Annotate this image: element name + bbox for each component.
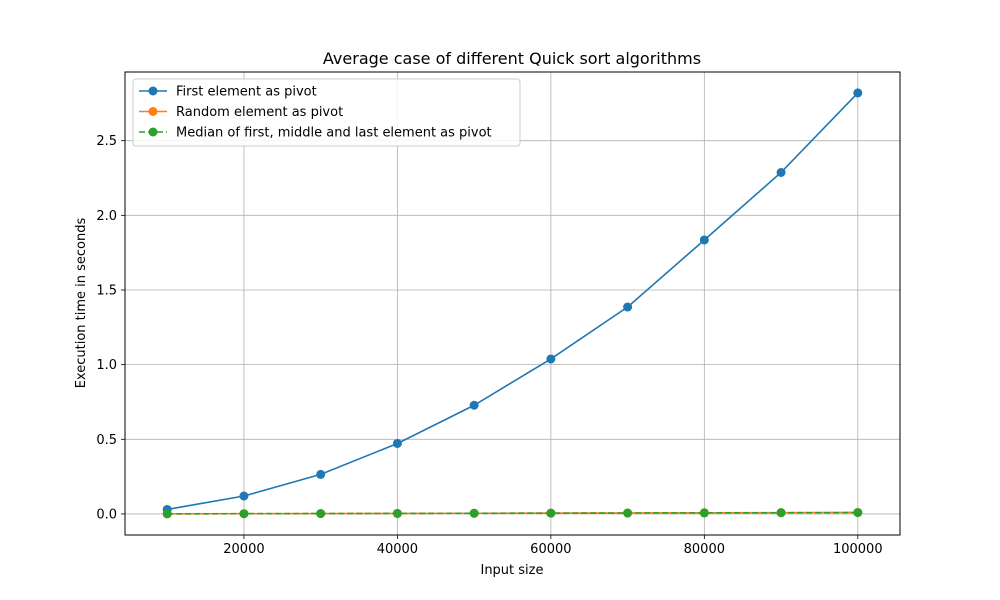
plot-frame [124,71,901,536]
y-tick-label: 2.0 [96,209,117,224]
data-point-first-pivot [546,354,556,364]
y-tick-label: 0.0 [96,507,117,522]
data-point-median-pivot [546,508,556,518]
legend-box [132,78,521,147]
series-line-first-pivot [167,92,859,511]
x-axis-ticks: 20000 40000 60000 80000 100000 [223,535,883,557]
legend-entry-median-pivot: Median of first, middle and last element… [139,126,492,141]
y-axis-ticks: 0.0 0.5 1.0 1.5 2.0 2.5 [96,134,125,522]
data-point-first-pivot [392,438,402,448]
x-tick-label: 100000 [833,542,883,557]
legend: First element as pivot Random element as… [132,78,521,147]
legend-marker-median-pivot [148,127,158,137]
legend-label-median-pivot: Median of first, middle and last element… [176,126,492,141]
data-point-first-pivot [699,235,709,245]
y-tick-label: 2.5 [96,134,117,149]
data-point-median-pivot [392,508,402,518]
data-point-median-pivot [623,508,633,518]
legend-entry-random-pivot: Random element as pivot [139,105,343,120]
data-point-first-pivot [776,167,786,177]
y-tick-label: 1.0 [96,358,117,373]
series-layer [162,88,863,519]
data-point-first-pivot [316,469,326,479]
data-point-median-pivot [316,509,326,519]
legend-marker-first-pivot [148,86,158,96]
data-point-median-pivot [239,509,249,519]
series-line-median-pivot [167,511,858,515]
x-tick-label: 80000 [684,542,725,557]
legend-entry-first-pivot: First element as pivot [139,85,317,100]
chart-title: Average case of different Quick sort alg… [323,49,701,68]
x-tick-label: 20000 [223,542,264,557]
data-point-first-pivot [623,302,633,312]
legend-label-random-pivot: Random element as pivot [176,105,343,120]
x-tick-label: 60000 [530,542,571,557]
data-point-median-pivot [699,508,709,518]
legend-label-first-pivot: First element as pivot [176,85,317,100]
data-point-first-pivot [239,491,249,501]
legend-marker-random-pivot [148,107,158,116]
y-tick-label: 1.5 [96,283,117,298]
data-point-median-pivot [853,508,863,518]
data-point-first-pivot [469,400,479,410]
data-point-first-pivot [853,88,863,98]
data-point-median-pivot [469,508,479,518]
data-point-median-pivot [776,508,786,518]
y-tick-label: 0.5 [96,433,117,448]
x-tick-label: 40000 [377,542,418,557]
y-axis-label: Execution time in seconds [74,218,89,389]
x-axis-label: Input size [480,563,543,578]
data-point-median-pivot [162,509,172,519]
